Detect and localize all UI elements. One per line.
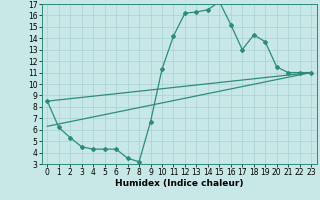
X-axis label: Humidex (Indice chaleur): Humidex (Indice chaleur)	[115, 179, 244, 188]
